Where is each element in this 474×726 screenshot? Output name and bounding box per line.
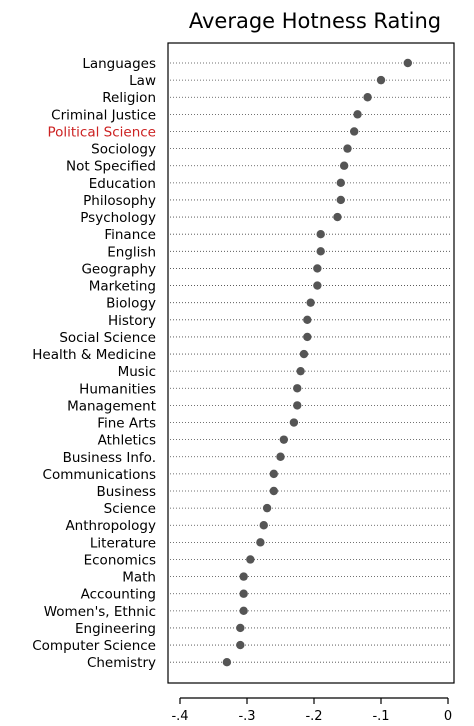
data-point xyxy=(239,589,248,598)
data-point xyxy=(293,401,302,410)
data-point xyxy=(303,332,312,342)
x-axis: -.4 -.3 -.2 -.1 0 xyxy=(171,697,452,724)
data-point xyxy=(313,281,322,290)
data-point xyxy=(262,503,272,513)
category-label: Athletics xyxy=(98,433,156,449)
category-label: Communications xyxy=(43,467,156,483)
category-label: Biology xyxy=(106,296,156,312)
category-label: Sociology xyxy=(91,142,156,158)
category-label: Music xyxy=(118,364,156,380)
data-point xyxy=(333,212,342,222)
data-point xyxy=(293,384,302,393)
data-point xyxy=(236,640,245,650)
category-label: Computer Science xyxy=(32,638,156,654)
data-point xyxy=(239,572,248,581)
data-point xyxy=(276,452,285,461)
data-point xyxy=(256,538,265,547)
category-label: Literature xyxy=(90,535,156,551)
category-label: Business xyxy=(96,484,156,500)
category-label: Marketing xyxy=(89,279,156,295)
category-label: Business Info. xyxy=(63,450,156,466)
data-point xyxy=(296,366,305,376)
data-point xyxy=(336,195,345,205)
data-point xyxy=(343,144,352,153)
category-label: Management xyxy=(67,398,156,414)
category-label: Fine Arts xyxy=(97,416,156,432)
data-point xyxy=(376,75,386,85)
x-tick-label: -.2 xyxy=(305,709,322,724)
category-label: History xyxy=(108,313,156,329)
category-label: Criminal Justice xyxy=(51,107,156,123)
data-point xyxy=(306,298,315,307)
data-point xyxy=(403,58,412,68)
category-label: Languages xyxy=(82,56,156,72)
data-point xyxy=(236,623,245,633)
data-point xyxy=(363,93,372,102)
category-label: Law xyxy=(129,73,156,89)
category-label: Psychology xyxy=(80,210,156,226)
data-point xyxy=(259,521,268,530)
data-point xyxy=(339,161,349,170)
category-label: English xyxy=(107,244,156,260)
chart-title: Average Hotness Rating xyxy=(189,9,441,33)
data-point xyxy=(279,435,289,444)
category-label: Economics xyxy=(84,552,156,568)
category-label: Math xyxy=(122,570,156,586)
data-point xyxy=(222,658,232,667)
category-label: Science xyxy=(104,501,156,517)
data-point xyxy=(316,230,325,239)
category-label: Religion xyxy=(102,90,156,106)
category-label: Anthropology xyxy=(65,518,156,534)
data-point xyxy=(269,486,278,496)
data-point xyxy=(299,349,309,359)
x-tick-label: -.4 xyxy=(171,709,188,724)
data-point xyxy=(289,418,299,427)
plot-frame xyxy=(167,42,455,684)
category-label: Education xyxy=(89,176,156,192)
x-tick-label: -.1 xyxy=(372,709,389,724)
data-point xyxy=(269,469,278,479)
x-tick-label: -.3 xyxy=(238,709,255,724)
category-label: Chemistry xyxy=(87,655,156,671)
data-point xyxy=(246,555,255,564)
data-point xyxy=(316,247,325,256)
data-point xyxy=(336,178,345,188)
category-label: Not Specified xyxy=(66,159,156,175)
data-point xyxy=(313,264,322,273)
category-label: Political Science xyxy=(47,124,156,140)
category-label: Women's, Ethnic xyxy=(44,604,156,620)
data-point xyxy=(303,315,312,324)
category-label: Philosophy xyxy=(83,193,156,209)
category-label: Geography xyxy=(81,261,156,277)
category-label: Accounting xyxy=(81,587,156,603)
data-point xyxy=(239,606,248,616)
data-point xyxy=(353,110,362,119)
category-label: Finance xyxy=(104,227,156,243)
x-tick-label: 0 xyxy=(444,709,452,724)
category-label: Engineering xyxy=(75,621,156,637)
category-label: Health & Medicine xyxy=(32,347,156,363)
data-point xyxy=(350,127,359,136)
category-label: Social Science xyxy=(59,330,156,346)
category-label: Humanities xyxy=(79,381,156,397)
